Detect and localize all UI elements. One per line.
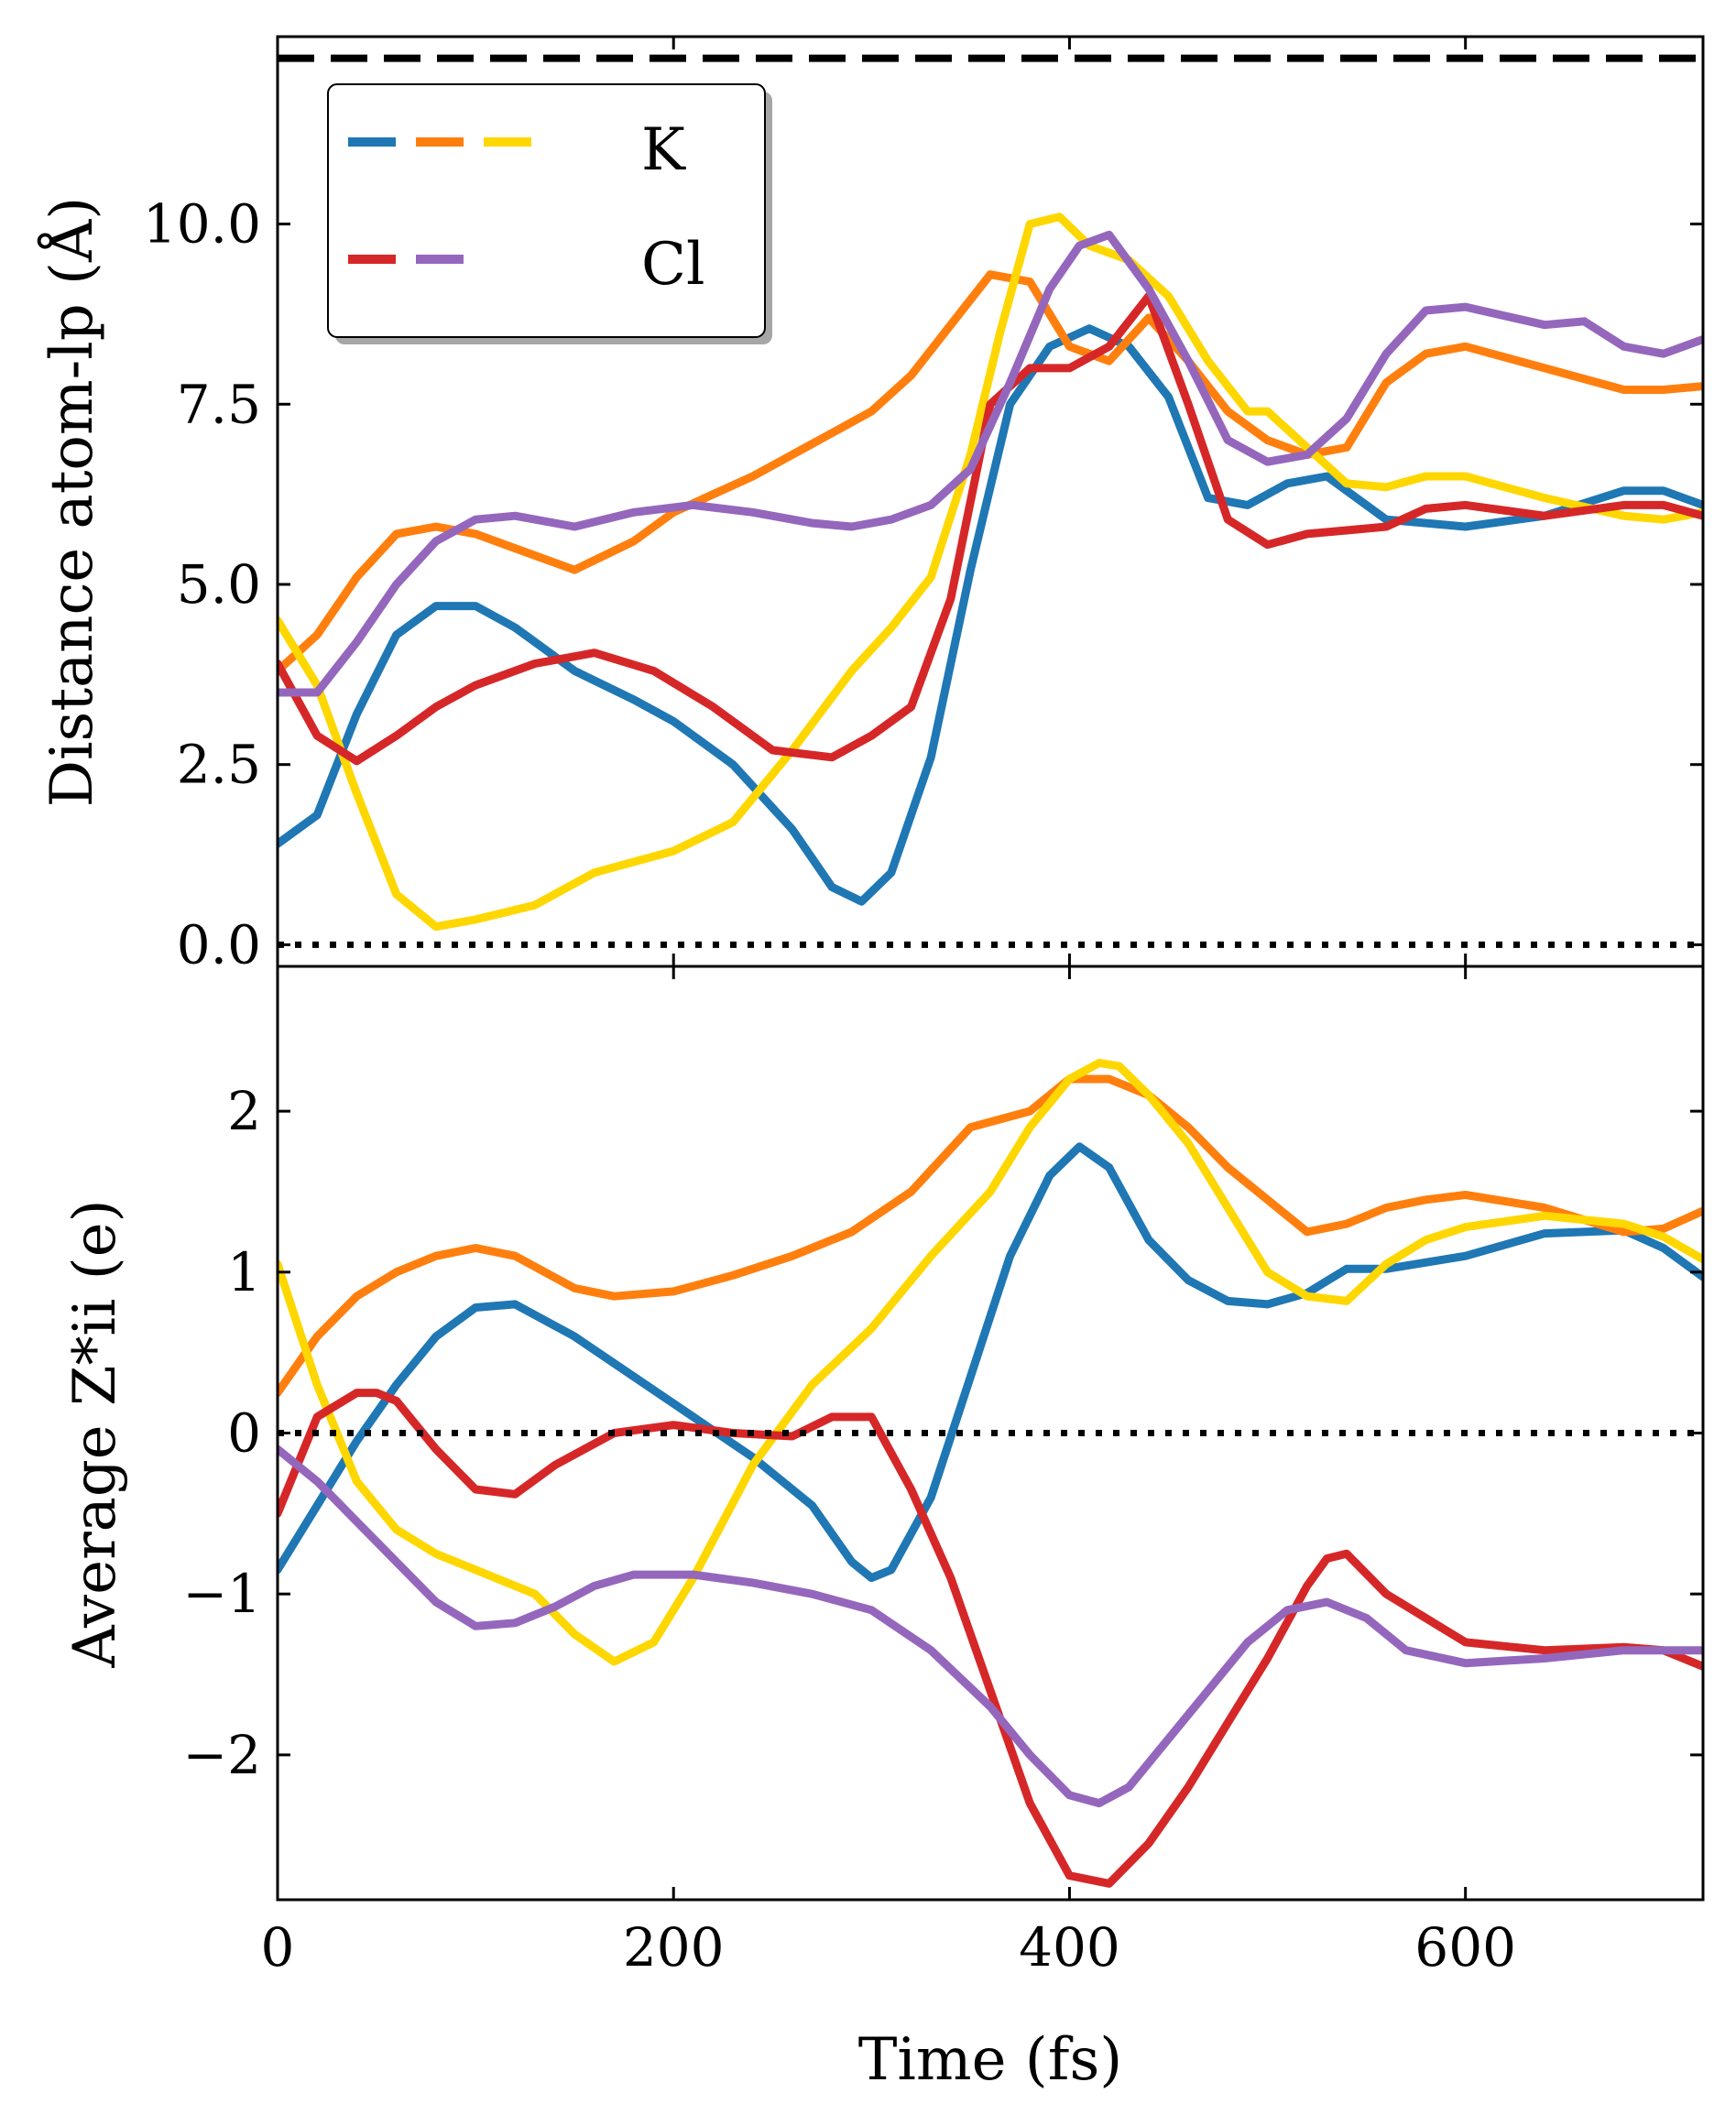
x-tick-label: 600 — [1414, 1916, 1516, 1979]
charge-series-k-2 — [278, 1074, 1703, 1398]
charge-y-tick-label: 0 — [227, 1402, 261, 1465]
charge-y-tick-label: 1 — [227, 1241, 261, 1303]
legend-box — [327, 83, 766, 338]
charge-series-cl-1 — [278, 1389, 1703, 1888]
distance-series-k-3 — [278, 213, 1703, 932]
distance-y-tick-label: 0.0 — [177, 913, 261, 976]
charge-y-axis-label: Average Z*ii (e) — [61, 1199, 129, 1668]
charge-series-group — [278, 1058, 1703, 1888]
x-axis-label: Time (fs) — [858, 2026, 1123, 2094]
distance-reference-lines — [278, 54, 1703, 948]
distance-series-k-2 — [278, 270, 1703, 675]
x-tick-label: 0 — [261, 1916, 295, 1979]
distance-y-ticks: 0.0 2.5 5.0 7.5 10.0 — [143, 193, 1703, 976]
legend-label-cl: Cl — [641, 231, 704, 299]
distance-x-ticks — [276, 37, 1468, 966]
charge-y-tick-label: −1 — [183, 1563, 262, 1625]
charge-y-tick-label: 2 — [227, 1080, 261, 1142]
distance-panel: 0.0 2.5 5.0 7.5 10.0 Distance atom-lp (Å) K … — [38, 35, 1705, 976]
distance-series-cl-2 — [278, 230, 1703, 697]
charge-series-k-1 — [278, 1142, 1703, 1583]
distance-y-tick-label: 7.5 — [177, 373, 261, 435]
distance-y-axis-label: Distance atom-lp (Å) — [38, 197, 106, 807]
charge-series-cl-2 — [278, 1444, 1703, 1808]
distance-series-group — [278, 213, 1703, 932]
x-tick-label: 200 — [623, 1916, 725, 1979]
charge-series-k-3 — [278, 1058, 1703, 1666]
legend: K Cl — [327, 83, 772, 344]
distance-series-k-1 — [278, 324, 1703, 906]
charge-panel: −2 −1 0 1 2 0 200 400 600 Average Z*ii (e) Time… — [61, 965, 1705, 2094]
charge-y-ticks: −2 −1 0 1 2 — [183, 1080, 1703, 1786]
legend-label-k: K — [641, 116, 686, 184]
distance-y-tick-label: 5.0 — [177, 553, 261, 616]
distance-y-tick-label: 2.5 — [177, 734, 261, 796]
distance-y-tick-label: 10.0 — [143, 193, 261, 256]
charge-y-tick-label: −2 — [183, 1724, 262, 1786]
charge-x-ticks: 0 200 400 600 — [261, 966, 1516, 1979]
x-tick-label: 400 — [1019, 1916, 1120, 1979]
